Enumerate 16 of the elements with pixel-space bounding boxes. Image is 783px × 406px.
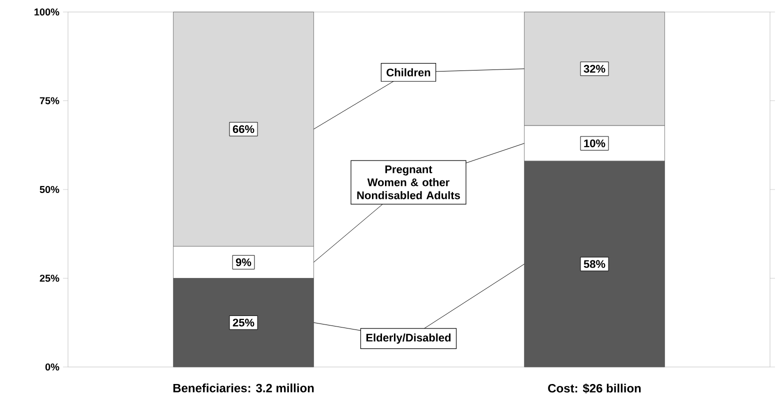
text: Children: [386, 68, 430, 76]
x-tick-label: Beneficiaries: 3.2 million: [173, 384, 314, 392]
data-label: 25%: [232, 318, 254, 327]
data-label: 66%: [232, 125, 254, 134]
y-tick-label: 50%: [40, 186, 60, 194]
y-tick-label: 75%: [40, 97, 60, 104]
data-label: 32%: [584, 64, 606, 73]
text: Elderly/Disabled: [366, 333, 451, 344]
data-label: 9%: [236, 258, 252, 266]
data-label: 10%: [584, 139, 606, 148]
y-tick-label: 0%: [45, 363, 60, 371]
y-tick-label: 25%: [40, 274, 60, 282]
y-tick-label: 100%: [34, 8, 60, 16]
x-tick-label: Cost: $26 billion: [548, 384, 641, 394]
data-label: 58%: [584, 260, 606, 268]
text: Pregnant Women & other Nondisabled Adults: [357, 166, 460, 200]
